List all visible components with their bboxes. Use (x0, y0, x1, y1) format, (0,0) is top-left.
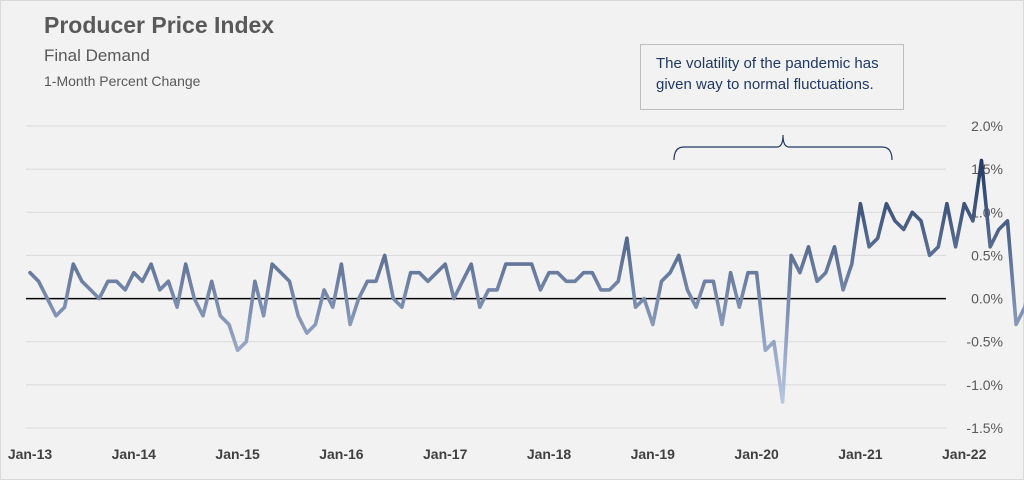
x-tick-label: Jan-18 (527, 446, 572, 462)
y-axis-tick-labels: 2.0%1.5%1.0%0.5%0.0%-0.5%-1.0%-1.5% (966, 118, 1003, 436)
gridlines (26, 125, 946, 429)
x-axis-tick-labels: Jan-13 Jan-14 Jan-15 Jan-16 Jan-17 Jan-18 Jan-… (8, 446, 987, 462)
annotation-box: The volatility of the pandemic has given… (640, 44, 904, 110)
series-ppi-final-demand (28, 158, 1024, 404)
y-tick-label: -0.5% (966, 334, 1003, 350)
x-tick-label: Jan-19 (631, 446, 676, 462)
series-line (28, 158, 1024, 404)
y-tick-label: -1.0% (966, 377, 1003, 393)
chart-title: Producer Price Index (44, 12, 275, 38)
x-tick-label: Jan-13 (8, 446, 53, 462)
x-tick-label: Jan-21 (838, 446, 883, 462)
x-tick-label: Jan-14 (112, 446, 157, 462)
chart-subtitle: Final Demand (44, 46, 150, 65)
annotation-bracket (673, 134, 893, 161)
x-tick-label: Jan-22 (942, 446, 987, 462)
y-tick-label: 0.0% (971, 291, 1003, 307)
x-tick-label: Jan-20 (734, 446, 779, 462)
x-tick-label: Jan-15 (215, 446, 260, 462)
y-tick-label: 2.0% (971, 118, 1003, 134)
y-tick-label: 1.5% (971, 161, 1003, 177)
y-tick-label: 0.5% (971, 247, 1003, 263)
chart-subtitle-secondary: 1-Month Percent Change (44, 73, 201, 89)
x-tick-label: Jan-17 (423, 446, 468, 462)
x-tick-label: Jan-16 (319, 446, 364, 462)
y-tick-label: -1.5% (966, 420, 1003, 436)
